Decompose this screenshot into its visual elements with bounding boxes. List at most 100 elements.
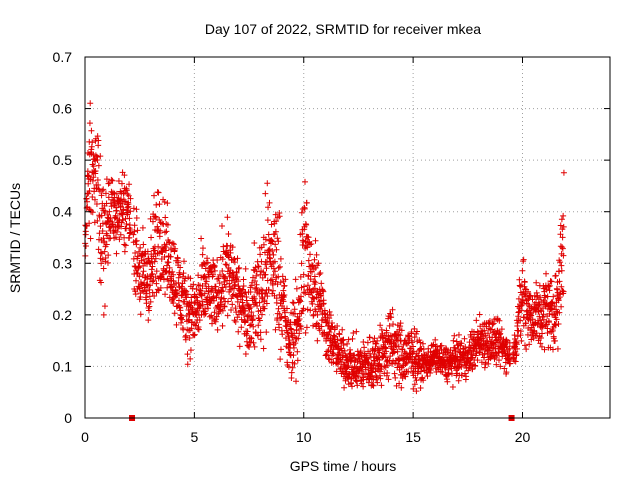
data-point xyxy=(550,293,557,300)
data-point xyxy=(170,271,177,278)
data-point xyxy=(135,264,142,271)
data-point xyxy=(443,346,450,353)
data-point xyxy=(100,235,107,242)
data-point xyxy=(104,232,111,239)
data-point xyxy=(98,279,105,286)
data-point xyxy=(369,372,376,379)
data-point xyxy=(113,250,120,257)
data-point xyxy=(280,292,287,299)
data-point xyxy=(170,241,177,248)
data-point xyxy=(176,304,183,311)
data-point xyxy=(369,364,376,371)
data-point xyxy=(220,287,227,294)
data-point xyxy=(94,217,101,224)
data-point xyxy=(497,363,504,370)
data-point xyxy=(219,307,226,314)
data-point xyxy=(326,308,333,315)
data-point xyxy=(134,253,141,260)
data-point xyxy=(244,301,251,308)
data-point xyxy=(317,292,324,299)
data-point xyxy=(181,258,188,265)
data-point xyxy=(301,205,308,212)
data-point xyxy=(260,241,267,248)
data-point xyxy=(114,228,121,235)
data-point xyxy=(373,340,380,347)
data-point xyxy=(100,186,107,193)
data-point xyxy=(546,282,553,289)
data-point xyxy=(279,331,286,338)
data-point xyxy=(120,206,127,213)
data-point xyxy=(298,209,305,216)
data-point xyxy=(108,176,115,183)
data-point xyxy=(257,336,264,343)
data-point xyxy=(237,287,244,294)
data-point xyxy=(98,212,105,219)
data-point xyxy=(455,377,462,384)
data-point xyxy=(90,174,97,181)
data-point xyxy=(246,343,253,350)
x-tick-label: 20 xyxy=(515,429,531,445)
data-point xyxy=(427,369,434,376)
data-point xyxy=(263,300,270,307)
data-point xyxy=(85,180,92,187)
data-point xyxy=(330,350,337,357)
data-point xyxy=(308,240,315,247)
data-point xyxy=(552,272,559,279)
data-point xyxy=(228,307,235,314)
data-point xyxy=(150,277,157,284)
data-point xyxy=(94,176,101,183)
data-point xyxy=(202,280,209,287)
data-point xyxy=(184,291,191,298)
data-point xyxy=(506,345,513,352)
data-point xyxy=(106,208,113,215)
data-point xyxy=(218,223,225,230)
data-point xyxy=(486,344,493,351)
data-point xyxy=(272,326,279,333)
data-point xyxy=(471,331,478,338)
data-point xyxy=(187,347,194,354)
data-point xyxy=(364,359,371,366)
data-point xyxy=(255,263,262,270)
data-point xyxy=(228,295,235,302)
data-point xyxy=(536,333,543,340)
data-point xyxy=(329,349,336,356)
data-point xyxy=(543,286,550,293)
data-point xyxy=(121,241,128,248)
data-point xyxy=(326,315,333,322)
data-point xyxy=(295,335,302,342)
data-point xyxy=(424,373,431,380)
data-point xyxy=(378,326,385,333)
data-point xyxy=(446,362,453,369)
data-point xyxy=(317,269,324,276)
data-point xyxy=(341,365,348,372)
data-point xyxy=(232,305,239,312)
data-point xyxy=(251,343,258,350)
data-point xyxy=(253,272,260,279)
data-point xyxy=(529,296,536,303)
data-point xyxy=(119,211,126,218)
data-point xyxy=(334,336,341,343)
data-point xyxy=(168,246,175,253)
data-point xyxy=(293,285,300,292)
data-point xyxy=(224,214,231,221)
data-point xyxy=(316,298,323,305)
data-point xyxy=(476,311,483,318)
data-point xyxy=(140,256,147,263)
data-point xyxy=(116,236,123,243)
data-point xyxy=(397,323,404,330)
data-point xyxy=(149,218,156,225)
data-point xyxy=(153,214,160,221)
data-point xyxy=(533,332,540,339)
data-point xyxy=(289,299,296,306)
data-point xyxy=(461,370,468,377)
data-point xyxy=(225,253,232,260)
data-point xyxy=(250,339,257,346)
data-point xyxy=(216,280,223,287)
data-point xyxy=(315,260,322,267)
data-point xyxy=(472,363,479,370)
data-point xyxy=(196,317,203,324)
data-point xyxy=(204,255,211,262)
data-point xyxy=(455,345,462,352)
data-point xyxy=(153,201,160,208)
data-point xyxy=(159,220,166,227)
